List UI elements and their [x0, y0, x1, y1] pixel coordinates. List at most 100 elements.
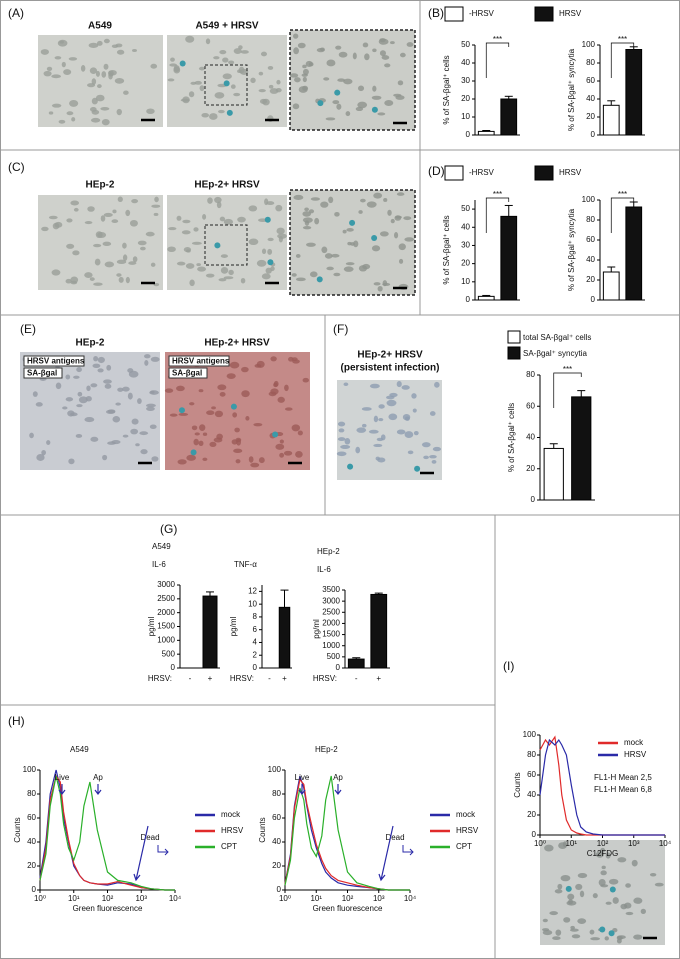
stained-cell	[317, 100, 324, 107]
arrow	[334, 784, 342, 795]
cell	[90, 117, 101, 123]
cell	[103, 212, 113, 218]
overlay-label: SA-βgal	[27, 369, 57, 378]
cell	[297, 430, 303, 436]
cell	[401, 385, 410, 390]
cell	[193, 438, 199, 446]
cell	[388, 413, 398, 421]
cell	[68, 458, 75, 465]
cell	[375, 456, 380, 461]
y-tick-label: 0	[591, 130, 596, 139]
cell	[284, 384, 289, 392]
x-tick-label: +	[208, 674, 213, 683]
cell	[95, 94, 105, 102]
bar	[625, 206, 643, 301]
x-tick-label: -	[355, 674, 358, 683]
cell	[337, 421, 346, 427]
legend-label: HRSV	[221, 826, 244, 835]
arrow	[378, 825, 394, 882]
cell	[84, 417, 95, 423]
chart-title: HEp-2	[315, 745, 338, 754]
cell	[605, 901, 612, 905]
cell	[342, 229, 347, 234]
cell	[373, 443, 383, 448]
cell	[393, 93, 402, 97]
label-box	[23, 355, 85, 367]
y-tick-label: 20	[461, 94, 470, 103]
cell	[302, 76, 307, 83]
cell	[95, 70, 100, 77]
y-tick-label: 40	[526, 433, 535, 442]
cell	[398, 243, 406, 251]
cell	[279, 452, 285, 458]
cell	[176, 215, 182, 221]
cell	[248, 238, 259, 246]
cell	[222, 57, 229, 63]
y-tick-label: 10	[461, 112, 470, 121]
cell	[310, 197, 321, 201]
y-axis-label: Counts	[513, 772, 522, 797]
cell	[93, 243, 102, 248]
bar	[370, 593, 388, 669]
cell	[191, 425, 198, 431]
cell	[357, 101, 368, 109]
cell	[233, 48, 242, 54]
cell	[396, 381, 402, 388]
cell	[557, 883, 563, 890]
cell	[592, 893, 598, 899]
cell	[104, 261, 115, 268]
cell	[46, 440, 51, 445]
bar	[477, 295, 495, 301]
cell	[334, 211, 340, 217]
cell	[373, 192, 383, 199]
cell	[167, 78, 175, 82]
cell	[429, 411, 436, 416]
cell	[542, 918, 548, 923]
cell	[384, 63, 391, 68]
cell	[198, 389, 204, 393]
y-axis-label: % of SA-βgal⁺ cells	[507, 403, 516, 472]
legend-label: mock	[624, 738, 644, 747]
cell	[256, 259, 267, 267]
cell	[144, 359, 149, 366]
y-tick-label: 6	[253, 625, 258, 634]
cell	[80, 65, 86, 72]
y-tick-label: 0	[336, 663, 341, 672]
cell	[58, 119, 66, 124]
cell	[71, 117, 76, 122]
cell	[112, 416, 121, 423]
cell	[63, 69, 72, 76]
legend-label: HRSV	[559, 168, 582, 177]
cell	[344, 438, 351, 445]
cell	[570, 925, 575, 930]
x-axis-label: Green fluorescence	[73, 904, 143, 913]
cell	[406, 42, 414, 47]
y-tick-label: 20	[527, 810, 536, 819]
cell	[102, 454, 108, 461]
cell	[186, 454, 196, 461]
cell	[41, 226, 49, 232]
stained-cell	[214, 242, 221, 249]
cell	[123, 90, 129, 95]
y-tick-label: 3000	[322, 596, 340, 605]
y-tick-label: 100	[582, 195, 596, 204]
cell	[258, 71, 264, 76]
stained-cell	[349, 219, 356, 226]
cell	[235, 459, 241, 464]
cell	[421, 442, 431, 448]
y-axis-label: pg/ml	[229, 616, 238, 636]
x-axis-label: HRSV:	[148, 674, 172, 683]
cell	[423, 455, 429, 460]
legend-swatch	[534, 165, 554, 181]
y-tick-label: 30	[461, 76, 470, 85]
cell	[233, 448, 243, 454]
cell	[65, 374, 71, 380]
cell	[103, 63, 109, 70]
cell	[181, 230, 191, 235]
cell	[240, 277, 246, 284]
cell	[612, 897, 619, 904]
cell	[43, 70, 52, 77]
cell	[241, 390, 250, 398]
cell	[258, 457, 265, 464]
cell	[29, 432, 34, 439]
